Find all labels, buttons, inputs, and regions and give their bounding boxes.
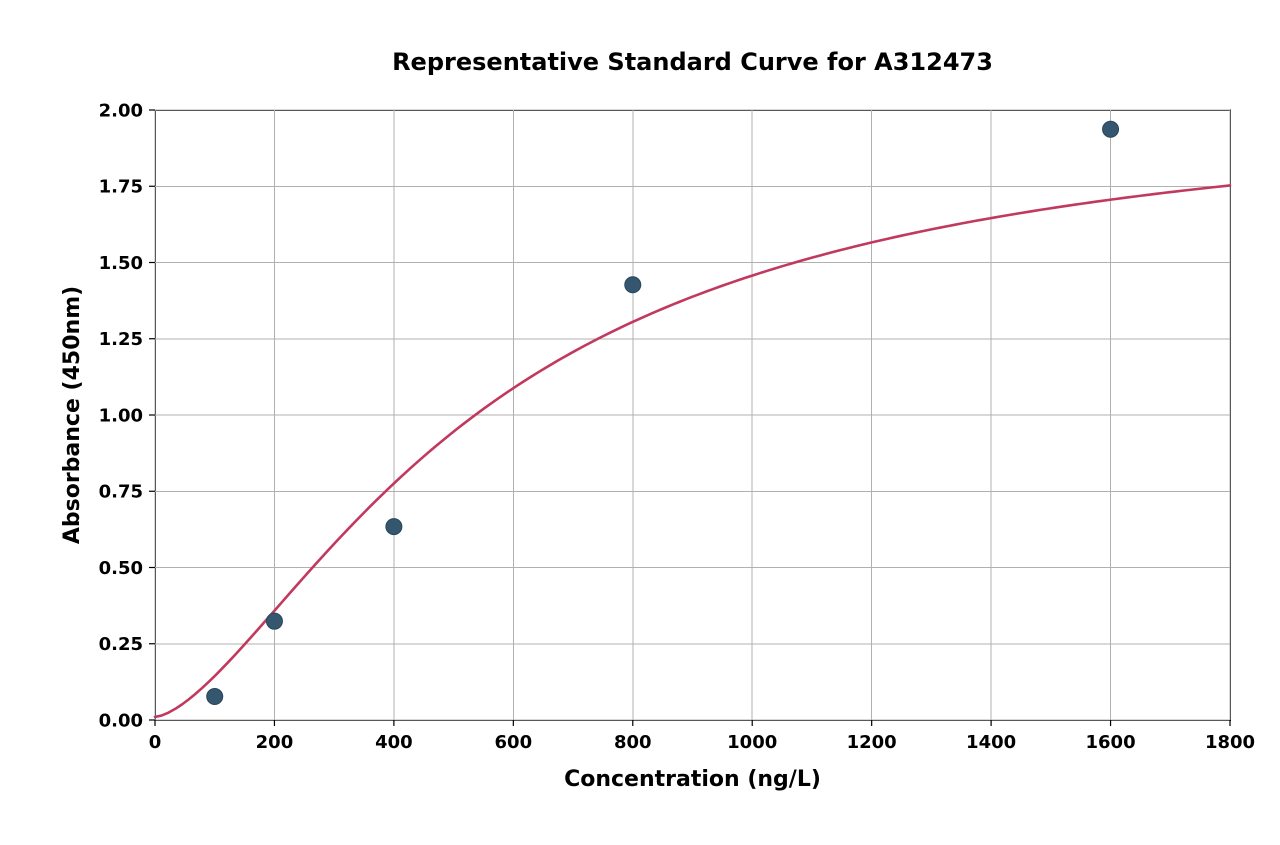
data-point xyxy=(266,613,282,629)
fitted-curve xyxy=(155,185,1230,717)
x-tick-label: 0 xyxy=(149,732,162,753)
x-tick-label: 400 xyxy=(375,732,413,753)
y-axis-label: Absorbance (450nm) xyxy=(60,286,85,544)
x-axis-label: Concentration (ng/L) xyxy=(564,767,821,792)
chart-title: Representative Standard Curve for A31247… xyxy=(392,48,993,76)
x-tick-label: 600 xyxy=(495,732,533,753)
y-tick-label: 1.00 xyxy=(99,405,143,426)
x-tick-label: 1200 xyxy=(847,732,897,753)
grid xyxy=(155,110,1230,720)
x-ticks: 0 200 400 600 800 1000 1200 1400 1600 1800 xyxy=(149,720,1255,753)
y-tick-label: 1.50 xyxy=(99,253,143,274)
data-point xyxy=(207,689,223,705)
x-tick-label: 200 xyxy=(256,732,294,753)
x-tick-label: 1800 xyxy=(1205,732,1255,753)
y-tick-label: 2.00 xyxy=(99,100,143,121)
x-tick-label: 1400 xyxy=(966,732,1016,753)
x-tick-label: 1600 xyxy=(1086,732,1136,753)
y-tick-label: 1.75 xyxy=(99,177,143,198)
x-tick-label: 1000 xyxy=(727,732,777,753)
data-point xyxy=(386,519,402,535)
y-tick-label: 0.00 xyxy=(99,710,143,731)
x-tick-label: 800 xyxy=(614,732,652,753)
data-point xyxy=(1103,121,1119,137)
data-point xyxy=(625,277,641,293)
y-tick-label: 1.25 xyxy=(99,329,143,350)
data-points xyxy=(207,121,1119,704)
y-tick-label: 0.75 xyxy=(99,482,143,503)
y-ticks: 0.00 0.25 0.50 0.75 1.00 1.25 1.50 1.75 2.00 xyxy=(99,100,155,731)
y-tick-label: 0.50 xyxy=(99,558,143,579)
standard-curve-chart: Representative Standard Curve for A31247… xyxy=(0,0,1280,845)
y-tick-label: 0.25 xyxy=(99,634,143,655)
chart-container: Representative Standard Curve for A31247… xyxy=(0,0,1280,845)
